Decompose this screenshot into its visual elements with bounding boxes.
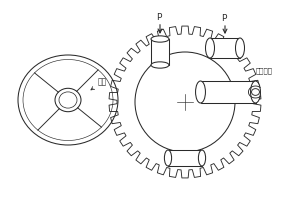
Ellipse shape [250, 81, 260, 103]
Polygon shape [168, 150, 202, 166]
Ellipse shape [23, 60, 113, 140]
Text: P: P [221, 14, 226, 23]
Text: P: P [156, 13, 161, 22]
Polygon shape [210, 38, 240, 58]
Ellipse shape [236, 38, 244, 58]
Ellipse shape [18, 55, 118, 145]
Polygon shape [200, 81, 256, 103]
Text: 对磨材料: 对磨材料 [256, 67, 273, 74]
Circle shape [135, 52, 235, 152]
Text: 试样: 试样 [91, 77, 107, 90]
Ellipse shape [206, 38, 214, 58]
Ellipse shape [151, 62, 169, 68]
Ellipse shape [59, 92, 77, 108]
Ellipse shape [196, 81, 206, 103]
Ellipse shape [55, 88, 81, 112]
Ellipse shape [164, 150, 172, 166]
Polygon shape [151, 39, 169, 65]
Ellipse shape [198, 150, 206, 166]
Ellipse shape [151, 36, 169, 42]
